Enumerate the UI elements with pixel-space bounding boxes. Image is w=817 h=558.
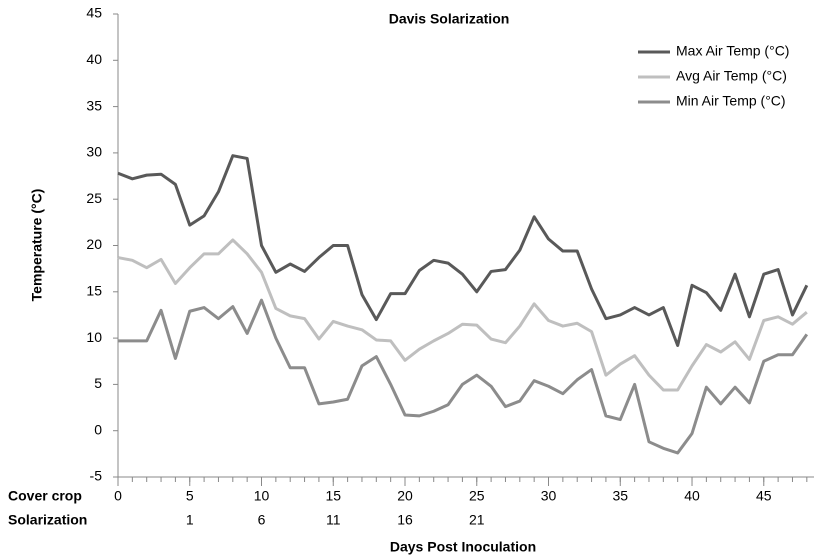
y-tick-label: 15	[86, 283, 102, 299]
x2-tick-label: 11	[326, 512, 341, 528]
x-tick-label: 30	[541, 488, 557, 504]
x-tick-label: 5	[186, 488, 194, 504]
x2-tick-label: 16	[397, 512, 413, 528]
chart-title: Davis Solarization	[389, 11, 510, 27]
y-tick-label: 0	[94, 421, 102, 437]
x2-tick-label: 6	[258, 512, 266, 528]
x-tick-label: 45	[756, 488, 772, 504]
legend-label: Max Air Temp (°C)	[676, 43, 789, 59]
x-tick-label: 25	[469, 488, 485, 504]
x2-row-label: Solarization	[8, 512, 87, 528]
y-tick-label: 5	[94, 375, 102, 391]
y-tick-label: 40	[86, 51, 102, 67]
x-tick-label: 20	[397, 488, 413, 504]
x2-tick-label: 1	[186, 512, 194, 528]
legend-label: Avg Air Temp (°C)	[676, 68, 787, 84]
y-axis-label: Temperature (°C)	[29, 189, 45, 302]
y-tick-label: 35	[86, 97, 102, 113]
x-axis-label: Days Post Inoculation	[390, 539, 536, 555]
legend-label: Min Air Temp (°C)	[676, 93, 786, 109]
series-line	[117, 154, 809, 348]
series-line	[117, 238, 808, 392]
series-line	[118, 298, 809, 455]
y-tick-label: -5	[90, 468, 103, 484]
x-tick-label: 0	[114, 488, 122, 504]
y-tick-label: 45	[86, 5, 102, 21]
x-tick-label: 15	[325, 488, 341, 504]
y-tick-label: 20	[86, 236, 102, 252]
x-tick-label: 40	[684, 488, 700, 504]
x-row-label: Cover crop	[8, 488, 82, 504]
x-tick-label: 35	[612, 488, 628, 504]
x2-tick-label: 21	[469, 512, 485, 528]
x-tick-label: 10	[254, 488, 270, 504]
y-tick-label: 25	[86, 190, 102, 206]
y-tick-label: 30	[86, 144, 102, 160]
y-tick-label: 10	[86, 329, 102, 345]
